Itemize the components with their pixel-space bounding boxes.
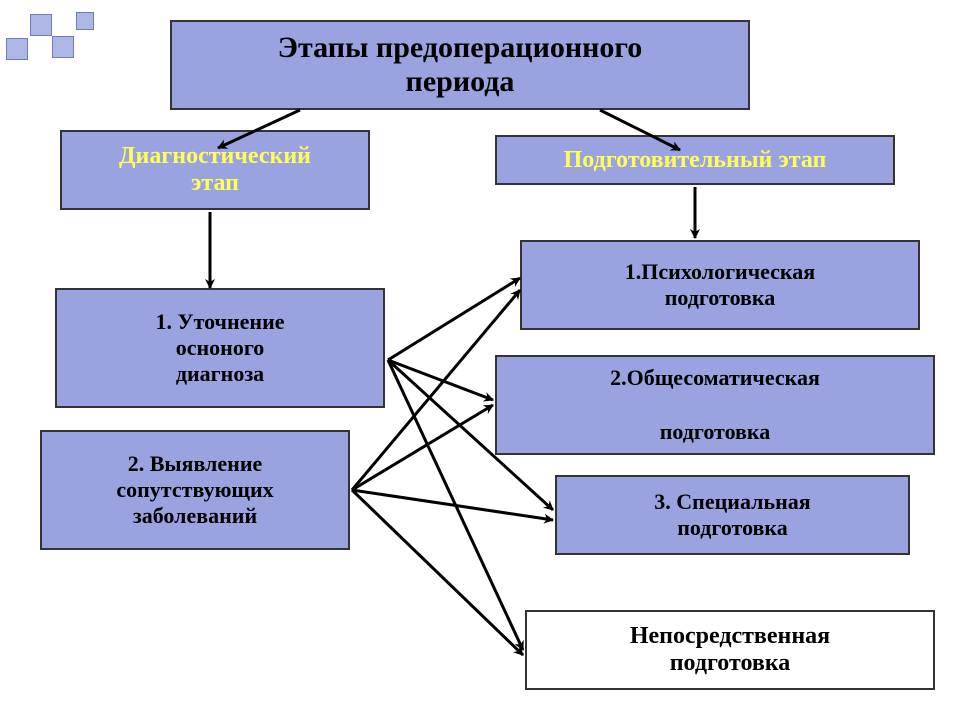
- left2-l2: сопутствующих: [116, 477, 273, 503]
- title-line2: периода: [406, 65, 515, 99]
- prep-item-direct: Непосредственная подготовка: [525, 610, 935, 690]
- diagnostic-item-1: 1. Уточнение осноного диагноза: [55, 288, 385, 408]
- left1-l2: осноного: [176, 335, 265, 361]
- stage-left-l2: этап: [191, 170, 239, 197]
- right2-l2: подготовка: [660, 419, 771, 445]
- left2-l1: 2. Выявление: [128, 451, 263, 477]
- stage-left-l1: Диагностический: [119, 143, 311, 170]
- left2-l3: заболеваний: [133, 503, 257, 529]
- left1-l3: диагноза: [176, 361, 264, 387]
- bottom-l2: подготовка: [670, 650, 791, 677]
- right1-l1: 1.Психологическая: [625, 259, 815, 285]
- prep-item-2: 2.Общесоматическая подготовка: [495, 355, 935, 455]
- right1-l2: подготовка: [665, 285, 776, 311]
- right3-l2: подготовка: [677, 515, 788, 541]
- title-box: Этапы предоперационного периода: [170, 20, 750, 110]
- stage-right-l1: Подготовительный этап: [564, 147, 827, 174]
- diagnostic-item-2: 2. Выявление сопутствующих заболеваний: [40, 430, 350, 550]
- right3-l1: 3. Специальная: [654, 489, 810, 515]
- left1-l1: 1. Уточнение: [155, 309, 284, 335]
- stage-preparatory: Подготовительный этап: [495, 135, 895, 185]
- prep-item-1: 1.Психологическая подготовка: [520, 240, 920, 330]
- bottom-l1: Непосредственная: [630, 623, 830, 650]
- stage-diagnostic: Диагностический этап: [60, 130, 370, 210]
- right2-l1: 2.Общесоматическая: [610, 365, 820, 391]
- corner-decoration: [6, 6, 116, 66]
- prep-item-3: 3. Специальная подготовка: [555, 475, 910, 555]
- title-line1: Этапы предоперационного: [278, 31, 643, 65]
